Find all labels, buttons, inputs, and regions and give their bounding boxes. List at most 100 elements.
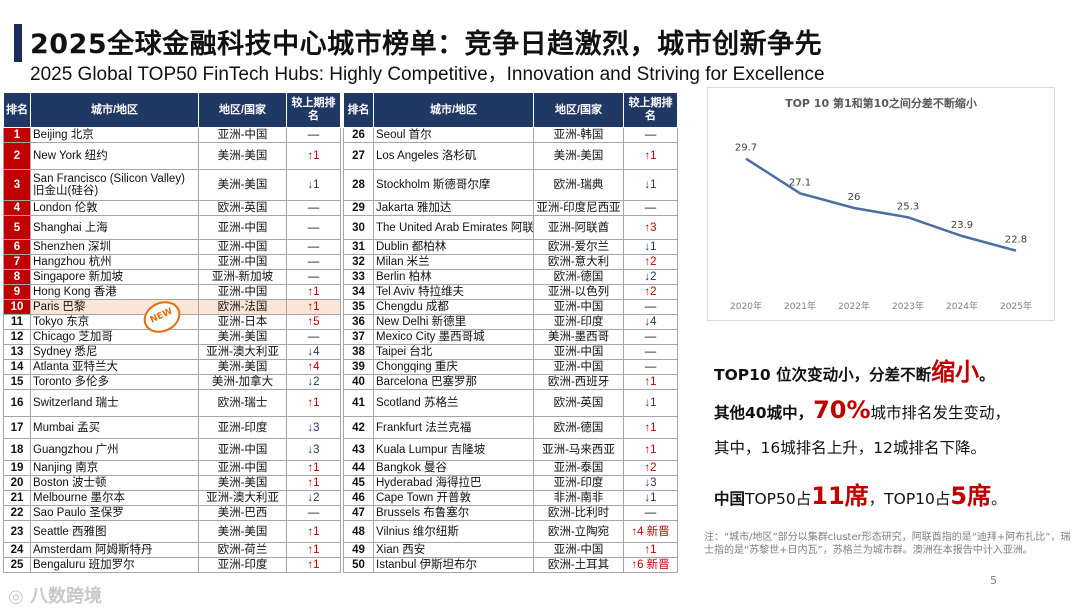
- change-cell: —: [286, 269, 341, 285]
- change-cell: ↑1: [286, 475, 341, 491]
- table-row: 13 Sydney 悉尼 亚洲-澳大利亚 ↓4: [3, 344, 341, 360]
- summary-line-4-end: 。: [991, 490, 1007, 508]
- page-subtitle: 2025 Global TOP50 FinTech Hubs: Highly C…: [30, 64, 825, 85]
- table-row: 29 Jakarta 雅加达 亚洲-印度尼西亚 —: [343, 200, 678, 216]
- region-cell: 亚洲-日本: [198, 314, 287, 330]
- region-cell: 亚洲-中国: [198, 127, 287, 143]
- summary-line-3: 其中，16城排名上升，12城排名下降。: [714, 436, 986, 458]
- header-region: 地区/国家: [533, 92, 624, 128]
- table-row: 33 Berlin 柏林 欧洲-德国 ↓2: [343, 269, 678, 285]
- region-cell: 亚洲-中国: [198, 239, 287, 255]
- city-cell: Bangkok 曼谷: [373, 460, 534, 476]
- x-tick-label: 2022年: [838, 300, 870, 312]
- rank-cell: 15: [3, 374, 31, 390]
- table-row: 16 Switzerland 瑞士 欧洲-瑞士 ↑1: [3, 389, 341, 417]
- city-cell: Beijing 北京: [30, 127, 199, 143]
- rank-cell: 29: [343, 200, 374, 216]
- region-cell: 欧洲-德国: [533, 416, 624, 439]
- change-cell: ↓1: [286, 169, 341, 201]
- change-cell: ↑4: [286, 359, 341, 375]
- table-row: 2 New York 纽约 美洲-美国 ↑1: [3, 142, 341, 170]
- region-cell: 欧洲-瑞典: [533, 169, 624, 201]
- change-cell: ↑3: [623, 215, 678, 240]
- change-cell: ↑1: [623, 374, 678, 390]
- region-cell: 美洲-美国: [198, 475, 287, 491]
- rank-cell: 37: [343, 329, 374, 345]
- table-row: 39 Chongqing 重庆 亚洲-中国 —: [343, 359, 678, 375]
- ranking-table-left: 排名 城市/地区 地区/国家 较上期排名 1 Beijing 北京 亚洲-中国 —2 …: [3, 92, 341, 573]
- page-title: 2025全球金融科技中心城市榜单：竞争日趋激烈，城市创新争先: [30, 29, 823, 60]
- rank-cell: 6: [3, 239, 31, 255]
- city-cell: Berlin 柏林: [373, 269, 534, 285]
- watermark-logo: ◎ 八数跨境: [8, 586, 102, 607]
- city-cell: Toronto 多伦多: [30, 374, 199, 390]
- table-row: 26 Seoul 首尔 亚洲-韩国 —: [343, 127, 678, 143]
- table-row: 25 Bengaluru 班加罗尔 亚洲-印度 ↑1: [3, 557, 341, 573]
- rank-cell: 7: [3, 254, 31, 270]
- rank-cell: 48: [343, 520, 374, 543]
- rank-cell: 42: [343, 416, 374, 439]
- region-cell: 亚洲-中国: [198, 460, 287, 476]
- header-city: 城市/地区: [373, 92, 534, 128]
- region-cell: 亚洲-印度: [533, 475, 624, 491]
- region-cell: 欧洲-英国: [533, 389, 624, 417]
- rank-cell: 41: [343, 389, 374, 417]
- region-cell: 美洲-美国: [198, 142, 287, 170]
- table-row: 7 Hangzhou 杭州 亚洲-中国 —: [3, 254, 341, 270]
- city-cell: Mexico City 墨西哥城: [373, 329, 534, 345]
- region-cell: 欧洲-法国: [198, 299, 287, 315]
- data-label: 27.1: [789, 177, 811, 188]
- region-cell: 亚洲-中国: [533, 359, 624, 375]
- rank-cell: 24: [3, 542, 31, 558]
- rank-cell: 20: [3, 475, 31, 491]
- x-tick-label: 2025年: [1000, 300, 1032, 312]
- city-cell: Amsterdam 阿姆斯特丹: [30, 542, 199, 558]
- table-row: 22 Sao Paulo 圣保罗 美洲-巴西 —: [3, 505, 341, 521]
- region-cell: 欧洲-英国: [198, 200, 287, 216]
- table-row: 18 Guangzhou 广州 亚洲-中国 ↓3: [3, 438, 341, 461]
- city-cell: Switzerland 瑞士: [30, 389, 199, 417]
- city-cell: Melbourne 墨尔本: [30, 490, 199, 506]
- table-row: 45 Hyderabad 海得拉巴 亚洲-印度 ↓3: [343, 475, 678, 491]
- rank-cell: 33: [343, 269, 374, 285]
- region-cell: 欧洲-立陶宛: [533, 520, 624, 543]
- table-row: 9 Hong Kong 香港 亚洲-中国 ↑1: [3, 284, 341, 300]
- city-cell: Kuala Lumpur 吉隆坡: [373, 438, 534, 461]
- page-number: 5: [990, 574, 997, 587]
- change-cell: ↑1: [623, 142, 678, 170]
- summary-line-4-emphasis-2: 5席: [950, 482, 992, 510]
- change-cell: ↑2: [623, 284, 678, 300]
- change-cell: —: [623, 344, 678, 360]
- rank-cell: 4: [3, 200, 31, 216]
- region-cell: 亚洲-韩国: [533, 127, 624, 143]
- data-label: 29.7: [735, 143, 757, 154]
- city-cell: Chicago 芝加哥: [30, 329, 199, 345]
- region-cell: 亚洲-中国: [533, 299, 624, 315]
- change-cell: ↓3: [623, 475, 678, 491]
- change-cell: ↑4 新晋: [623, 520, 678, 543]
- rank-cell: 12: [3, 329, 31, 345]
- table-row: 50 Istanbul 伊斯坦布尔 欧洲-土耳其 ↑6 新晋: [343, 557, 678, 573]
- city-cell: Atlanta 亚特兰大: [30, 359, 199, 375]
- region-cell: 美洲-墨西哥: [533, 329, 624, 345]
- rank-cell: 21: [3, 490, 31, 506]
- chart-svg: TOP 10 第1和第10之间分差不断缩小 29.7 2020年 27.1 2021年…: [730, 96, 1032, 312]
- summary-line-2-emphasis: 70%: [813, 396, 871, 424]
- change-cell: —: [286, 200, 341, 216]
- city-cell: Nanjing 南京: [30, 460, 199, 476]
- rank-cell: 10: [3, 299, 31, 315]
- region-cell: 亚洲-马来西亚: [533, 438, 624, 461]
- rank-cell: 45: [343, 475, 374, 491]
- table-row: 41 Scotland 苏格兰 欧洲-英国 ↓1: [343, 389, 678, 417]
- table-row: 17 Mumbai 孟买 亚洲-印度 ↓3: [3, 416, 341, 439]
- table-row: 48 Vilnius 维尔纽斯 欧洲-立陶宛 ↑4 新晋: [343, 520, 678, 543]
- city-cell: Guangzhou 广州: [30, 438, 199, 461]
- footnote: 注：“城市/地区”部分以集群cluster形态研究，阿联酋指的是“迪拜+阿布扎比…: [704, 532, 1071, 556]
- table-row: 23 Seattle 西雅图 美洲-美国 ↑1: [3, 520, 341, 543]
- region-cell: 美洲-美国: [198, 520, 287, 543]
- rank-cell: 43: [343, 438, 374, 461]
- change-cell: ↓4: [286, 344, 341, 360]
- city-cell: Tel Aviv 特拉维夫: [373, 284, 534, 300]
- change-cell: ↓2: [286, 374, 341, 390]
- table-row: 27 Los Angeles 洛杉矶 美洲-美国 ↑1: [343, 142, 678, 170]
